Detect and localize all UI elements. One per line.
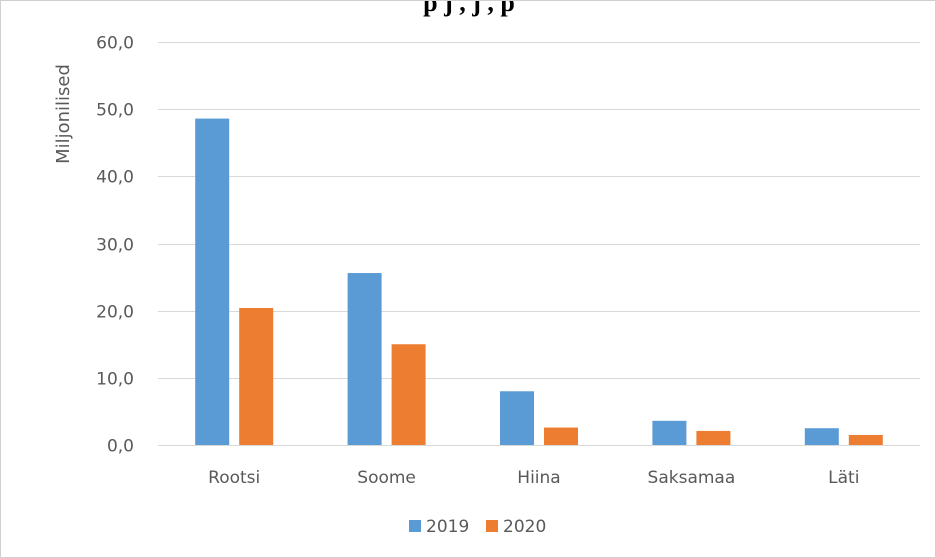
x-tick-label: Soome [357,468,416,488]
bar-2019-Rootsi [195,118,230,445]
x-tick-label: Saksamaa [648,468,736,488]
bar-2020-Soome [391,344,426,445]
gridlines [158,42,920,379]
x-tick-label: Läti [828,468,859,488]
x-tick-label: Rootsi [208,468,260,488]
legend: 2019 2020 [409,517,546,537]
bars [195,118,883,445]
y-axis-ticks: 0,0 10,0 20,0 30,0 40,0 50,0 60,0 [96,34,134,457]
y-axis-title: Miljonilised [53,64,74,164]
y-tick-label: 60,0 [96,34,134,54]
bar-2020-Läti [848,434,883,445]
y-tick-label: 0,0 [107,437,134,457]
legend-swatch [486,520,498,532]
x-tick-label: Hiina [517,468,560,488]
bar-2019-Saksamaa [652,420,687,445]
y-tick-label: 10,0 [96,370,134,390]
x-axis-ticks: Rootsi Soome Hiina Saksamaa Läti [208,468,859,488]
legend-label: 2020 [503,517,546,537]
y-tick-label: 40,0 [96,168,134,188]
y-tick-label: 50,0 [96,101,134,121]
legend-label: 2019 [426,517,469,537]
bar-2020-Hiina [544,427,578,445]
bar-2020-Rootsi [239,307,274,445]
legend-swatch [409,520,421,532]
bar-2020-Saksamaa [696,430,731,445]
bar-2019-Soome [347,273,382,445]
chart-title-cropped: p j , j , p [423,0,515,17]
y-tick-label: 30,0 [96,236,134,256]
y-tick-label: 20,0 [96,303,134,323]
bar-2019-Läti [804,428,839,445]
bar-2019-Hiina [500,391,534,445]
